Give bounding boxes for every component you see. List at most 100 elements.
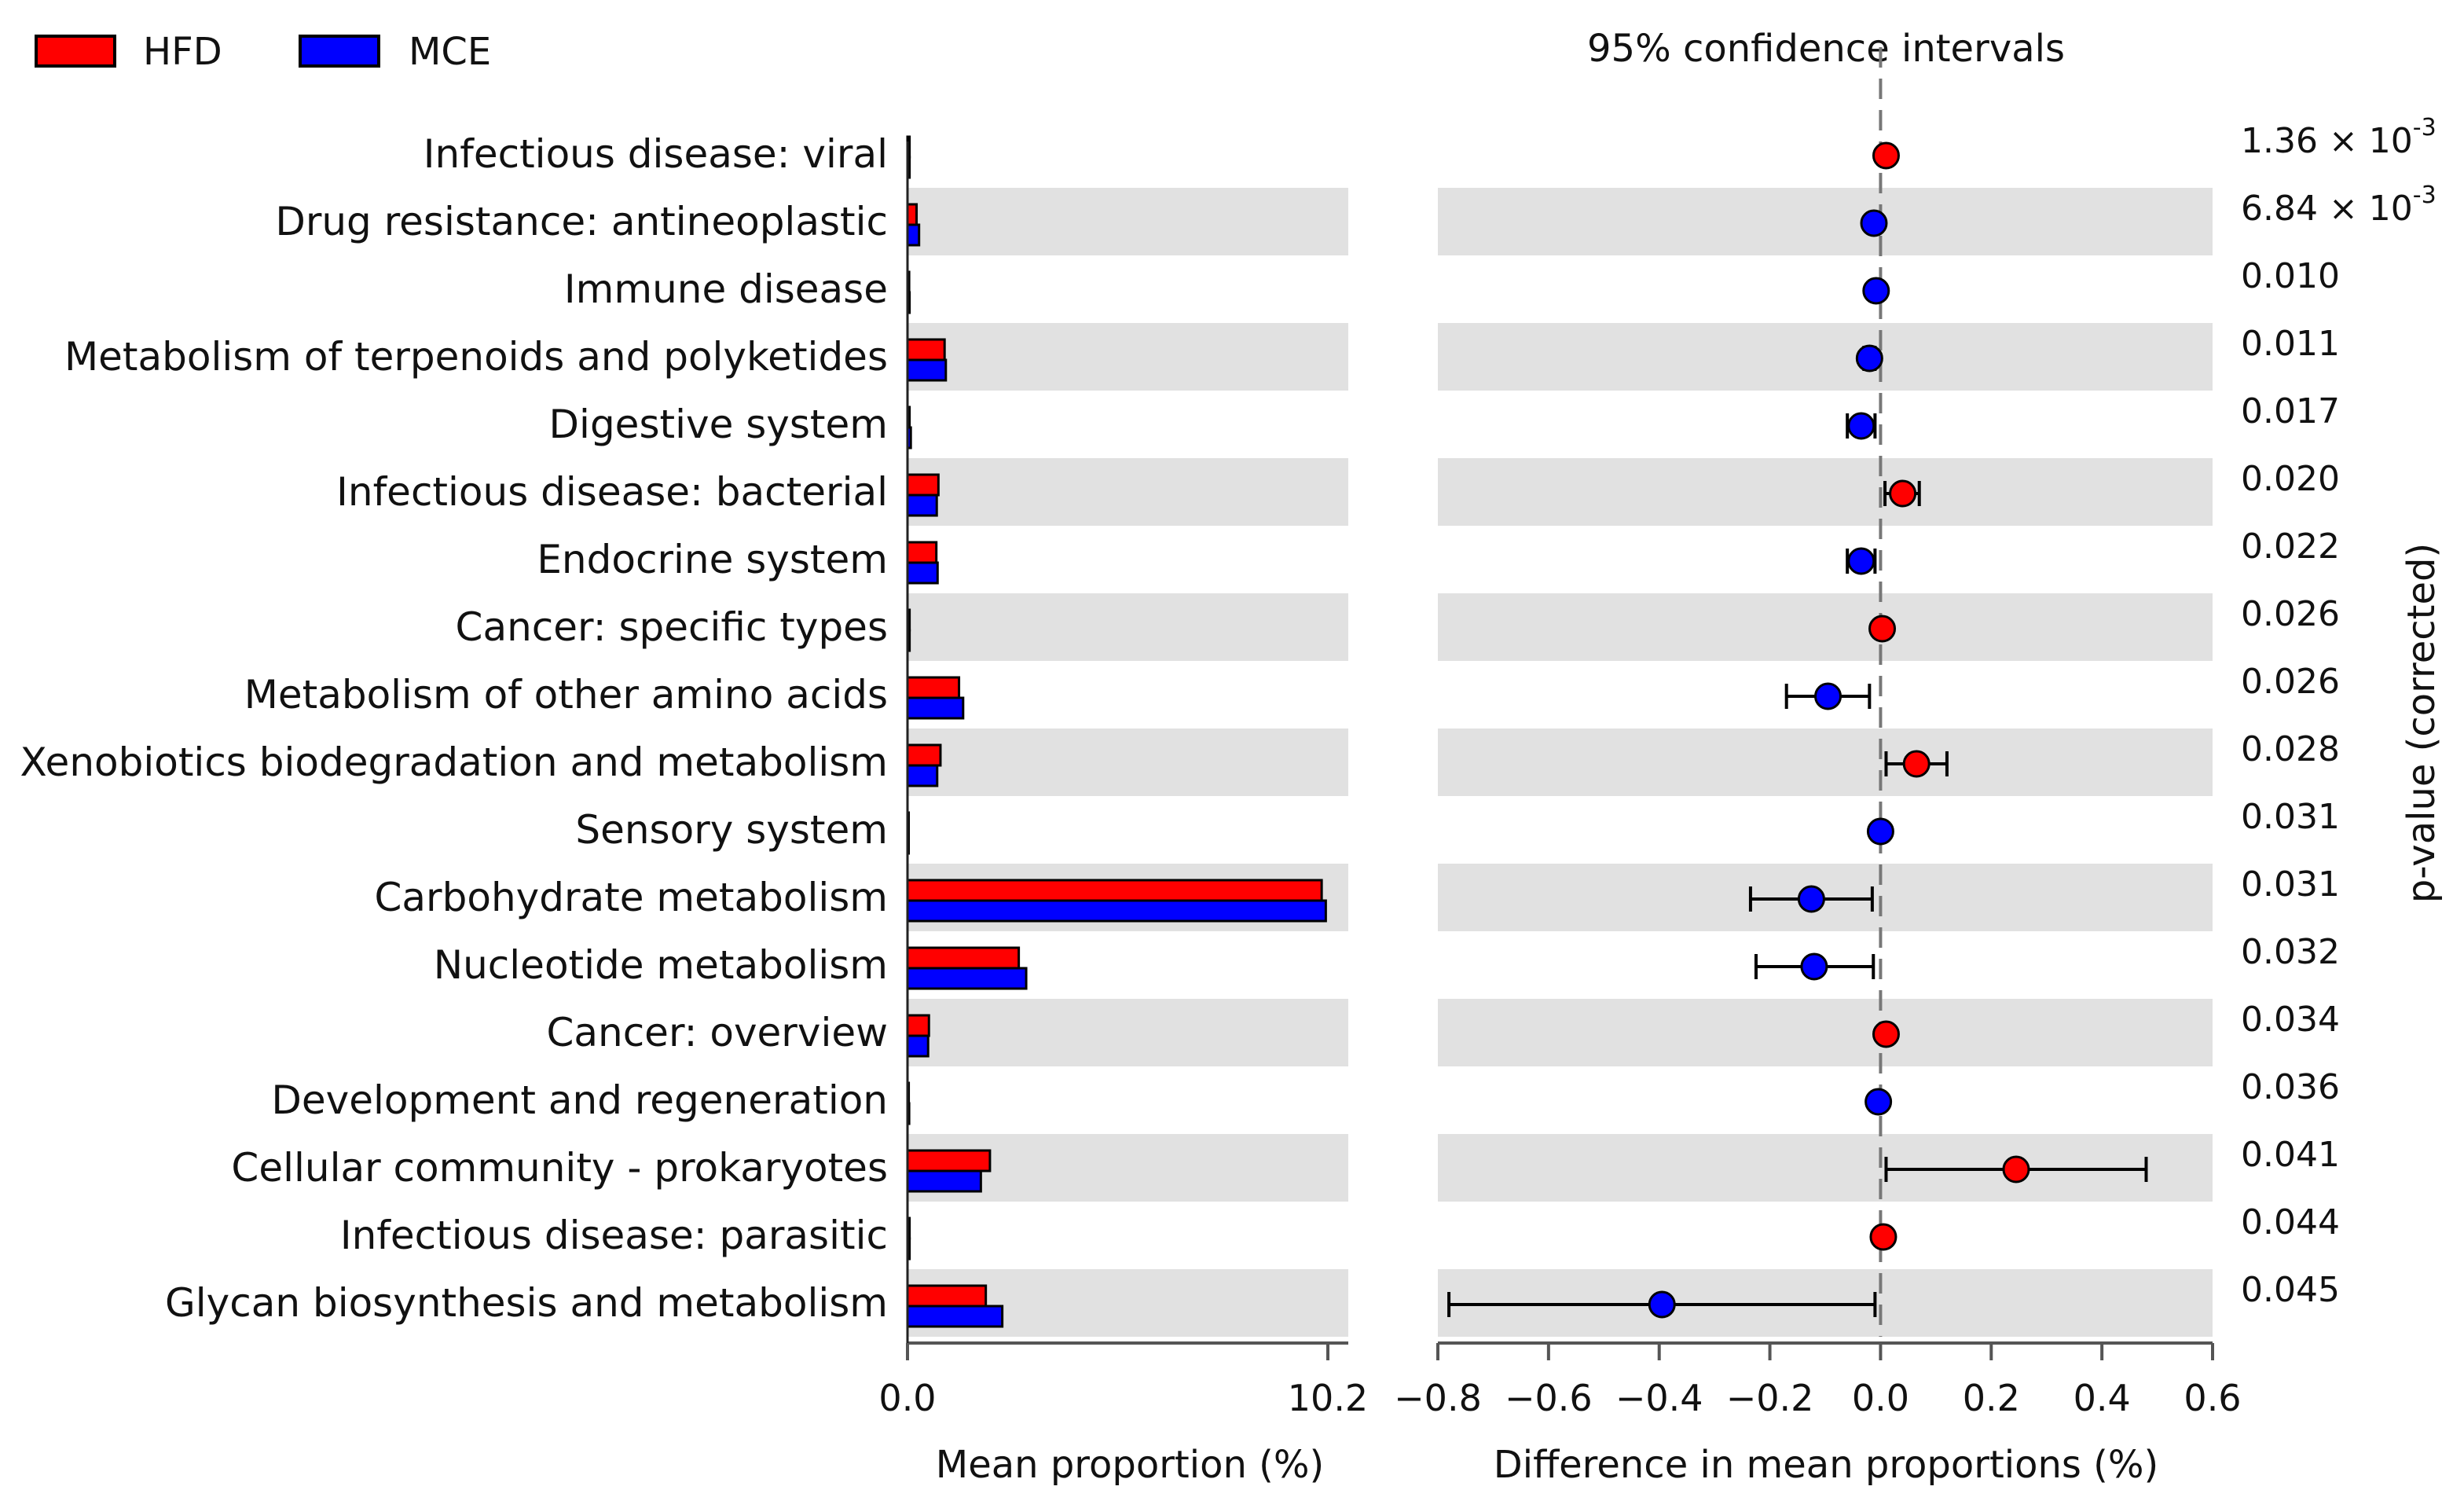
difference-point (1847, 412, 1876, 440)
p-value-exponent: -3 (2413, 182, 2436, 209)
row-stripe-right (1438, 188, 2213, 255)
p-value-label: 0.026 (2241, 594, 2340, 634)
p-value-label: 0.010 (2241, 256, 2340, 296)
difference-point (1648, 1290, 1676, 1319)
legend-hfd-label: HFD (143, 30, 222, 74)
p-value-label: 0.028 (2241, 729, 2340, 769)
category-label: Infectious disease: viral (424, 131, 888, 177)
left-x-axis-title: Mean proportion (%) (936, 1443, 1324, 1487)
row-stripe-left (908, 188, 1348, 255)
difference-point (1902, 750, 1930, 778)
hfd-bar (906, 743, 942, 767)
category-label: Immune disease (564, 266, 888, 312)
legend-hfd-swatch (35, 35, 116, 68)
category-label: Xenobiotics biodegradation and metabolis… (20, 739, 888, 785)
difference-point (2002, 1155, 2030, 1184)
category-label: Carbohydrate metabolism (375, 875, 889, 920)
ci-title: 95% confidence intervals (1587, 27, 2065, 71)
row-stripe-left (908, 458, 1348, 526)
mce-bar (906, 764, 939, 787)
category-label: Sensory system (575, 807, 888, 853)
difference-point (1855, 344, 1883, 372)
right-x-tick-label: 0.2 (1963, 1377, 2020, 1419)
difference-point (1847, 547, 1876, 575)
row-stripe-left (908, 323, 1348, 391)
hfd-bar (906, 676, 961, 699)
hfd-bar (906, 1284, 988, 1308)
right-x-tick-label: 0.6 (2184, 1377, 2241, 1419)
category-label: Development and regeneration (271, 1077, 888, 1123)
p-value-label: 0.044 (2241, 1202, 2340, 1242)
right-x-tick-label: −0.8 (1394, 1377, 1482, 1419)
p-value-label: 0.026 (2241, 662, 2340, 702)
mce-bar (906, 561, 939, 585)
p-value-label: 1.36 × 10-3 (2241, 114, 2436, 161)
category-label: Infectious disease: parasitic (340, 1213, 888, 1258)
p-value-label: 0.036 (2241, 1067, 2340, 1107)
right-x-tick-label: 0.4 (2074, 1377, 2131, 1419)
category-label: Digestive system (549, 402, 888, 447)
difference-point (1889, 479, 1917, 508)
hfd-bar (906, 338, 946, 361)
hfd-bar (906, 946, 1021, 970)
category-label: Cellular community - prokaryotes (231, 1145, 888, 1191)
category-label: Infectious disease: bacterial (336, 469, 888, 515)
mce-bar (906, 967, 1028, 990)
p-value-label: 0.031 (2241, 797, 2340, 837)
difference-point (1797, 885, 1825, 913)
mce-bar (906, 899, 1327, 923)
difference-point (1862, 277, 1890, 305)
hfd-bar (906, 541, 938, 564)
hfd-bar (906, 879, 1323, 902)
hfd-bar (906, 473, 940, 497)
p-value-label: 6.84 × 10-3 (2241, 182, 2436, 229)
difference-point (1814, 682, 1842, 710)
legend-mce-label: MCE (409, 30, 491, 74)
mce-bar (906, 1169, 982, 1193)
row-stripe-left (908, 728, 1348, 796)
p-value-label: 0.020 (2241, 459, 2340, 499)
difference-point (1866, 817, 1894, 846)
category-label: Metabolism of other amino acids (244, 672, 888, 717)
category-label: Cancer: overview (546, 1010, 888, 1055)
row-stripe-right (1438, 999, 2213, 1066)
difference-point (1869, 1223, 1898, 1251)
difference-point (1872, 1020, 1900, 1048)
category-label: Nucleotide metabolism (434, 942, 888, 988)
right-x-tick-label: −0.2 (1726, 1377, 1814, 1419)
difference-point (1864, 1088, 1893, 1116)
mce-bar (906, 1034, 930, 1058)
p-value-label: 0.034 (2241, 1000, 2340, 1040)
hfd-bar (906, 203, 918, 226)
mce-bar (906, 494, 938, 517)
category-label: Metabolism of terpenoids and polyketides (64, 334, 888, 380)
row-stripe-right (1438, 728, 2213, 796)
right-x-tick-label: 0.0 (1852, 1377, 1909, 1419)
category-label: Endocrine system (537, 537, 888, 582)
p-value-label: 0.017 (2241, 391, 2340, 431)
p-value-label: 0.041 (2241, 1135, 2340, 1175)
p-value-label: 0.022 (2241, 527, 2340, 567)
category-label: Drug resistance: antineoplastic (275, 199, 888, 244)
p-value-label: 0.011 (2241, 324, 2340, 364)
category-label: Cancer: specific types (456, 604, 888, 650)
right-x-tick-label: −0.4 (1615, 1377, 1703, 1419)
right-x-tick-label: −0.6 (1505, 1377, 1593, 1419)
p-value-label: 0.045 (2241, 1270, 2340, 1310)
left-x-tick-label: 10.2 (1288, 1377, 1368, 1419)
legend-mce-swatch (299, 35, 380, 68)
left-x-tick-label: 0.0 (878, 1377, 936, 1419)
mce-bar (906, 1305, 1004, 1328)
row-stripe-left (908, 593, 1348, 661)
difference-point (1860, 209, 1888, 237)
row-stripe-right (1438, 323, 2213, 391)
hfd-bar (906, 1014, 930, 1037)
row-stripe-right (1438, 458, 2213, 526)
mce-bar (906, 358, 948, 382)
mce-bar (906, 223, 921, 247)
category-label: Glycan biosynthesis and metabolism (165, 1280, 888, 1326)
difference-point (1868, 615, 1897, 643)
row-stripe-left (908, 999, 1348, 1066)
p-value-label: 0.032 (2241, 932, 2340, 972)
